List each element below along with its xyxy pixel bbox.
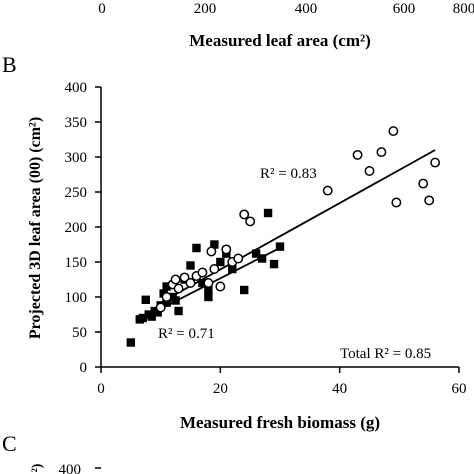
data-point-square [153,308,162,317]
y-tick-label: 300 [65,150,88,166]
r2-total-label: Total R² = 0.85 [340,346,431,362]
y-axis-title: Projected 3D leaf area (00) (cm²) [27,117,44,339]
y-tick-label: 50 [72,325,87,341]
data-point-square [171,296,180,305]
data-point-square [204,285,213,295]
panel-c-tick-label-400: 400 [59,462,82,474]
axes: 0 50 100 150 200 250 300 350 400 0 20 40 60 [65,80,467,397]
x-tick-label: 0 [97,381,105,397]
data-point-circle [155,302,166,313]
data-point-circle [173,283,184,294]
top-tick-label-800: 800 [453,1,474,17]
data-point-square [162,282,171,291]
data-point-circle [203,278,214,288]
y-tick-label: 350 [65,115,88,131]
data-point-square [257,254,267,263]
data-point-circle [388,126,399,137]
data-point-square [216,257,225,267]
y-tick-label: 100 [65,290,88,306]
panel-c-label: C [2,431,17,456]
data-point-circle [376,147,387,158]
data-point-square [228,264,237,274]
x-tick-label: 20 [213,381,228,397]
data-point-circle [391,197,402,208]
data-point-circle [239,209,250,220]
y-tick-label: 150 [65,255,88,271]
x-tick-label: 40 [332,381,347,397]
data-point-circle [322,185,333,196]
data-point-square [192,243,201,253]
bottom-partial-panel: C ²) 400 [2,431,101,474]
data-point-circle [215,281,226,292]
data-point-circle [221,244,232,255]
data-point-square [198,278,207,288]
data-point-square [141,295,150,304]
top-partial-panel: 0 200 400 600 800 Measured leaf area (cm… [98,1,474,50]
data-point-circle [233,253,244,264]
data-point-circle [161,292,172,302]
data-point-circle [245,216,256,227]
data-point-square [126,338,136,347]
data-point-circle [352,149,363,160]
x-axis-title: Measured fresh biomass (g) [180,413,380,432]
y-tick-label: 250 [65,185,88,201]
data-point-circle [364,166,375,176]
top-tick-label-600: 600 [393,1,416,17]
r2-lower-label: R² = 0.71 [158,326,215,342]
data-point-square [138,313,147,323]
top-x-axis-title: Measured leaf area (cm²) [189,31,371,50]
data-points [126,126,441,347]
data-point-square [269,259,279,269]
data-point-circle [170,274,181,285]
data-point-circle [418,178,429,189]
data-point-square [204,292,213,302]
data-point-circle [185,278,196,288]
top-tick-label-0: 0 [98,1,106,17]
top-tick-label-200: 200 [194,1,217,17]
panel-c-y-axis-title-fragment: ²) [30,463,45,472]
data-point-square [162,298,171,307]
data-point-circle [430,157,441,168]
r2-upper-label: R² = 0.83 [260,166,317,182]
data-point-square [210,240,219,249]
data-point-circle [209,264,220,274]
data-point-square [174,306,183,316]
panel-b: B Projected 3D leaf area (00) (cm²) 0 50 1… [2,52,467,432]
panel-b-label: B [2,52,17,77]
data-point-square [263,208,273,218]
top-tick-label-400: 400 [295,1,318,17]
data-point-square [186,261,195,270]
data-point-square [251,249,261,258]
data-point-square [240,285,249,295]
data-point-square [147,312,156,321]
trendline-1 [160,149,436,304]
data-point-circle [197,267,208,278]
y-tick-label: 0 [80,360,88,376]
data-point-circle [424,195,435,206]
x-tick-label: 60 [452,381,467,397]
y-tick-label: 200 [65,220,88,236]
data-point-circle [206,246,217,257]
data-point-square [275,242,285,251]
y-tick-label: 400 [65,80,88,96]
data-point-circle [179,272,190,283]
